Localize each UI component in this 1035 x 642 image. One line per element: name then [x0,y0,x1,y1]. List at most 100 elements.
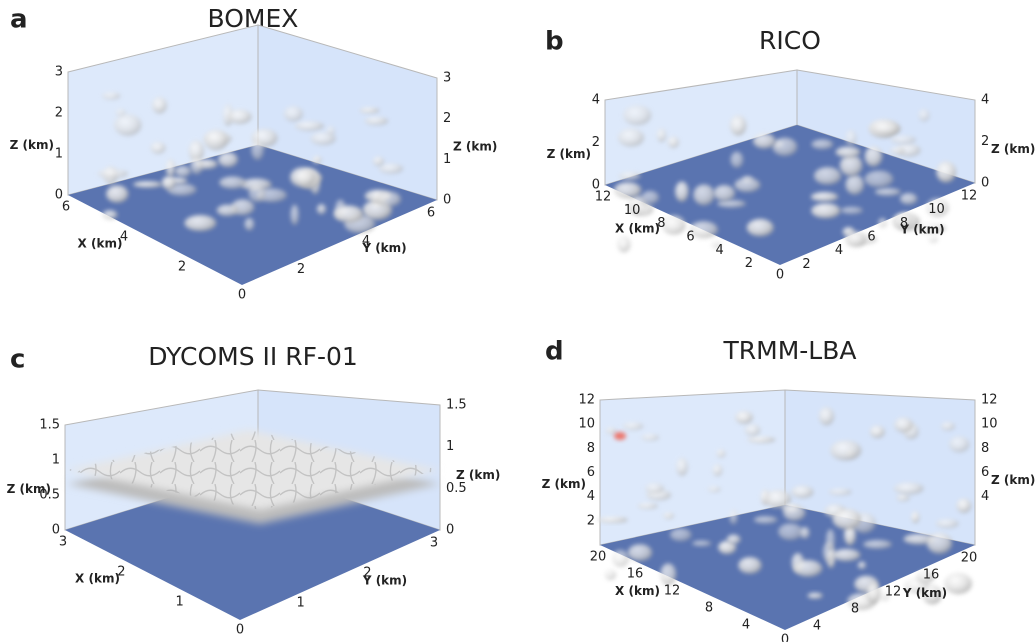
cloud [745,424,760,436]
z-tick-label: 1 [446,439,454,454]
cloud [377,192,401,207]
x-tick-label: 4 [716,243,724,258]
cloud [284,106,303,121]
cloud [734,178,760,192]
cloud [918,109,929,121]
cloud [614,182,641,198]
cloud [826,529,835,550]
cloud [783,505,805,521]
cloud [846,450,854,457]
cloud [878,218,887,228]
cloud [794,560,823,577]
z-tick-label: 0 [981,176,989,191]
cloud [840,155,863,176]
cloud [747,219,774,237]
y-tick-label: 12 [961,189,978,204]
z-tick-label: 0 [446,523,454,538]
cloud [717,449,726,457]
x-tick-label: 20 [590,550,607,565]
x-tick-label: 6 [62,200,70,215]
cloud [334,206,364,223]
cloud [693,184,714,205]
cloud [605,570,616,580]
panel-letter: a [10,5,28,35]
cloud [791,486,813,499]
cloud [660,563,676,585]
cloud [190,157,203,175]
figure: aBOMEX012301236426420Z (km)Z (km)X (km)Y… [0,0,1035,642]
z-axis-label: Z (km) [453,140,497,154]
y-tick-label: 8 [851,602,859,617]
cloud [870,425,885,437]
cloud [738,557,761,574]
cloud [317,204,326,214]
cloud [846,130,857,146]
cloud [875,188,901,196]
y-axis-label: Y (km) [361,241,406,255]
cloud [373,156,384,165]
cloud [623,105,651,125]
cloud [102,92,120,99]
cloud [313,156,322,164]
z-tick-label: 2 [587,513,595,528]
cloud [290,167,315,187]
cloud [379,163,403,173]
cloud [290,205,299,225]
cloud [845,231,866,246]
cloud [894,417,913,432]
cloud [727,534,741,544]
cloud [944,573,972,594]
cloud [890,147,905,155]
cloud [927,533,952,554]
cloud [845,175,864,195]
cloud [97,169,128,178]
origin-tick-label: 0 [236,623,244,638]
cloud [941,422,955,431]
cloud [778,523,803,540]
y-axis-label: Y (km) [902,586,947,600]
cloud [871,122,901,136]
y-tick-label: 1 [297,596,305,611]
z-tick-label: 8 [587,441,595,456]
panel-letter: d [545,337,564,367]
cloud [106,185,128,203]
cloud [295,121,324,131]
cloud [668,136,679,147]
y-tick-label: 2 [802,257,810,272]
cloud [949,436,969,452]
y-tick-label: 6 [427,206,435,221]
origin-tick-label: 0 [238,288,246,303]
z-tick-label: 2 [443,111,451,126]
cloud [841,207,863,215]
z-tick-label: 6 [587,465,595,480]
cloud-core [614,432,626,440]
panel-title: TRMM-LBA [723,336,857,365]
cloud [597,517,627,523]
x-tick-label: 16 [627,567,644,582]
z-tick-label: 4 [981,93,989,108]
y-axis-label: Y (km) [899,223,944,237]
x-tick-label: 8 [705,601,713,616]
cloud [162,176,176,189]
cloud [713,464,723,476]
cloud [675,181,689,201]
z-tick-label: 12 [981,393,998,408]
z-tick-label: 2 [55,106,63,121]
z-tick-label: 4 [981,489,989,504]
cloud [657,128,666,142]
cloud [863,540,892,549]
cloud [900,193,917,205]
z-tick-label: 4 [587,489,595,504]
cloud [936,519,959,528]
cloud [772,138,797,156]
cloud [251,140,264,161]
cloud [103,210,118,219]
cloud [830,440,861,460]
cloud [865,171,894,188]
z-axis-label: Z (km) [456,468,500,482]
cloud [184,215,216,231]
cloud [865,146,883,167]
cloud [359,107,379,113]
cloud [708,486,721,492]
y-axis-label: Y (km) [362,574,407,588]
